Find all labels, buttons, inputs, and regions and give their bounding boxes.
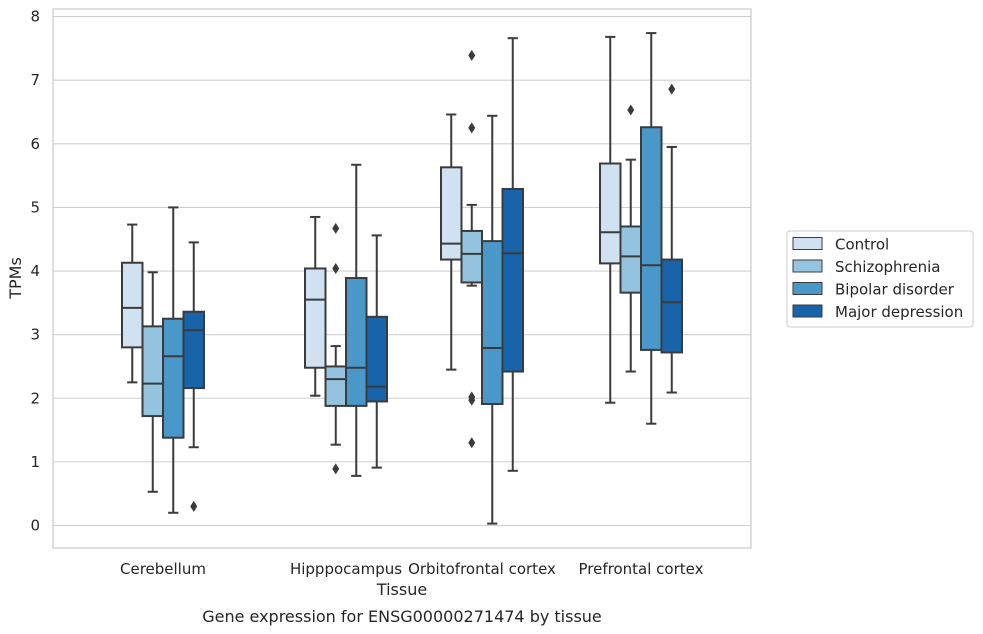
x-tick-label: Orbitofrontal cortex <box>408 560 556 578</box>
legend-label: Control <box>835 236 889 254</box>
outlier-point <box>627 104 635 116</box>
x-axis-label: Tissue <box>376 580 427 599</box>
box-plot <box>162 206 185 514</box>
box-plot <box>640 32 663 425</box>
iqr-box <box>440 166 463 261</box>
iqr-box <box>599 162 622 265</box>
x-tick-label: Cerebellum <box>120 560 206 578</box>
iqr-box <box>182 310 205 390</box>
box-plot <box>304 215 327 397</box>
y-axis-label: TPMs <box>6 257 25 300</box>
box-plot <box>660 83 683 394</box>
iqr-box <box>660 258 683 354</box>
outlier-point <box>332 222 340 234</box>
plot-frame <box>52 8 752 549</box>
legend-frame <box>786 230 974 328</box>
iqr-box <box>619 225 642 294</box>
box-plot <box>365 234 388 469</box>
box-plot <box>599 35 622 404</box>
iqr-box <box>304 267 327 369</box>
iqr-box <box>501 187 524 373</box>
iqr-box <box>324 365 347 407</box>
legend-swatch <box>792 237 823 250</box>
iqr-box <box>365 315 388 403</box>
y-tick-label: 4 <box>30 262 40 280</box>
box-plot <box>141 271 164 493</box>
legend-swatch <box>792 282 823 295</box>
legend: Control Schizophrenia Bipolar disorder Majo… <box>786 230 974 328</box>
y-tick-label: 7 <box>30 71 40 89</box>
legend-label: Schizophrenia <box>835 258 940 276</box>
y-tick-label: 6 <box>30 135 40 153</box>
box-plot <box>121 223 144 384</box>
iqr-box <box>640 126 663 351</box>
x-tick-label: Prefrontal cortex <box>579 560 704 578</box>
box-plot <box>182 241 205 512</box>
legend-label: Major depression <box>835 303 963 321</box>
box-plot <box>481 114 504 525</box>
iqr-box <box>460 229 483 284</box>
y-tick-label: 5 <box>30 198 40 216</box>
box-plot <box>440 113 463 371</box>
legend-swatch <box>792 304 823 318</box>
outlier-point <box>468 394 476 406</box>
iqr-box <box>345 277 368 407</box>
outlier-point <box>668 83 676 95</box>
legend-swatch <box>792 259 823 273</box>
iqr-box <box>121 261 144 349</box>
outlier-point <box>468 437 476 449</box>
iqr-box <box>162 317 185 439</box>
iqr-box <box>141 325 164 418</box>
tick-labels: 0 1 2 3 4 5 6 7 8 Cerebellum Hipppocampus Orbitofro… <box>30 8 703 578</box>
y-tick-label: 3 <box>30 326 40 344</box>
y-tick-label: 1 <box>30 453 40 471</box>
outlier-point <box>468 49 476 61</box>
x-tick-label: Hipppocampus <box>290 560 402 578</box>
y-tick-label: 2 <box>30 389 40 407</box>
iqr-box <box>481 240 504 405</box>
box-plot <box>501 37 524 472</box>
chart-caption: Gene expression for ENSG00000271474 by t… <box>202 607 602 626</box>
box-layer <box>121 32 683 525</box>
box-plot <box>345 163 368 477</box>
outlier-point <box>332 262 340 274</box>
y-tick-label: 8 <box>30 8 40 26</box>
outlier-point <box>190 500 198 512</box>
outlier-point <box>468 122 476 134</box>
outlier-point <box>332 463 340 475</box>
y-tick-label: 0 <box>30 517 40 535</box>
legend-label: Bipolar disorder <box>835 281 955 299</box>
